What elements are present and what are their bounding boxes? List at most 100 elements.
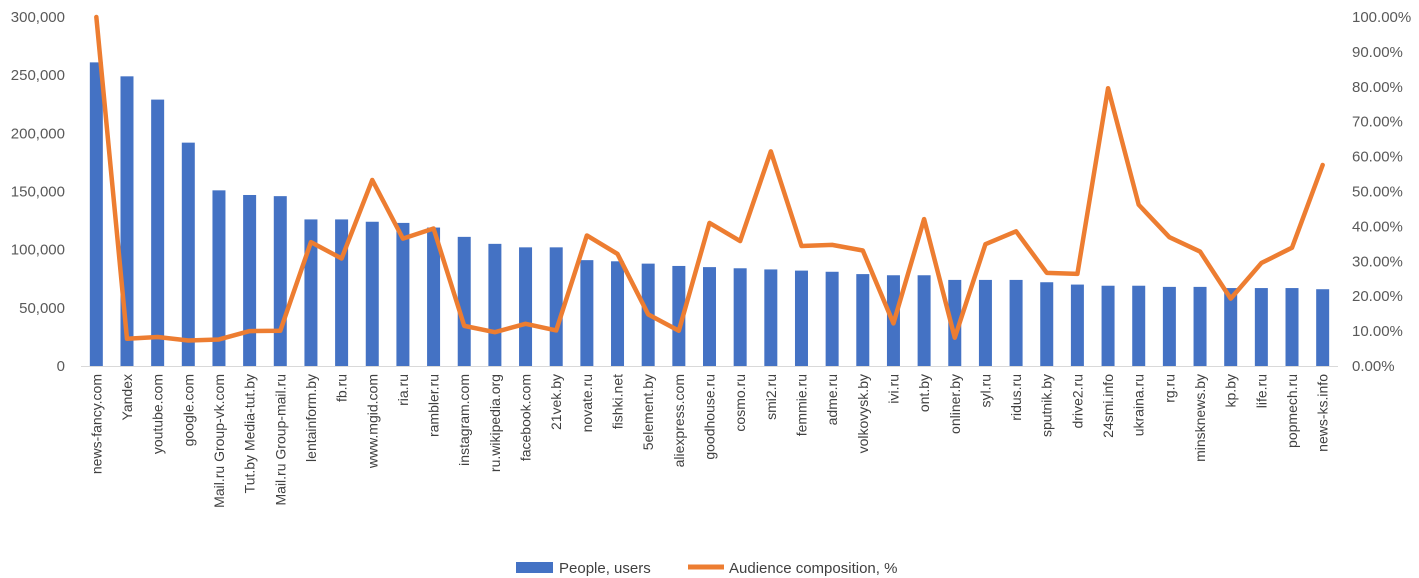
bar-adme-ru	[825, 271, 839, 366]
category-label: youtube.com	[150, 374, 166, 454]
bar-sputnik-by	[1040, 282, 1054, 366]
left-axis-tick-label: 300,000	[11, 9, 65, 26]
category-label: onliner.by	[947, 374, 963, 434]
left-axis-tick-label: 100,000	[11, 242, 65, 259]
line-series-audience-composition	[94, 14, 1325, 343]
category-label: goodhouse.ru	[702, 374, 718, 460]
bar-ukraina-ru	[1132, 285, 1146, 366]
bar-mail-ru-group-vk-com	[212, 190, 226, 366]
right-axis-tick-label: 90.00%	[1352, 44, 1403, 61]
right-axis: 0.00% 10.00% 20.00% 30.00% 40.00% 50.00% 60.00…	[1352, 9, 1411, 375]
right-axis-tick-label: 10.00%	[1352, 323, 1403, 340]
left-axis-tick-label: 250,000	[11, 67, 65, 84]
bar-news-ks-info	[1316, 289, 1330, 366]
category-labels: news-fancy.com Yandex youtube.com google.co…	[88, 374, 1330, 508]
category-label: life.ru	[1253, 374, 1269, 408]
category-label: fishki.net	[610, 374, 626, 429]
bar-google-com	[181, 142, 195, 366]
category-label: minsknews.by	[1192, 374, 1208, 462]
bar-tut-by-media-tut-by	[243, 194, 257, 366]
bar-ria-ru	[396, 222, 410, 366]
category-label: ont.by	[916, 374, 932, 412]
category-label: www.mgid.com	[364, 374, 380, 469]
category-label: ria.ru	[395, 374, 411, 406]
category-label: cosmo.ru	[732, 374, 748, 432]
left-axis: 0 50,000 100,000 150,000 200,000 250,000 300,0…	[11, 9, 65, 375]
bar-news-fancy-com	[89, 62, 103, 367]
category-label: smi2.ru	[763, 374, 779, 420]
left-axis-tick-label: 150,000	[11, 184, 65, 201]
bar-onliner-by	[948, 279, 962, 366]
category-label: popmech.ru	[1284, 374, 1300, 448]
right-axis-tick-label: 30.00%	[1352, 253, 1403, 270]
category-label: Tut.by Media-tut.by	[242, 374, 258, 493]
category-label: news-ks.info	[1315, 374, 1331, 452]
bar-smi2-ru	[764, 269, 778, 366]
legend-label-people-users: People, users	[559, 560, 651, 577]
right-axis-tick-label: 40.00%	[1352, 218, 1403, 235]
bar-series-people-users	[89, 62, 1330, 367]
bar-syl-ru	[978, 279, 992, 366]
bar-aliexpress-com	[672, 265, 686, 366]
bar-ont-by	[917, 275, 931, 366]
category-label: 21vek.by	[548, 374, 564, 430]
right-axis-tick-label: 100.00%	[1352, 9, 1411, 26]
right-axis-tick-label: 50.00%	[1352, 184, 1403, 201]
category-label: drive2.ru	[1069, 374, 1085, 428]
bar-rambler-ru	[427, 227, 441, 366]
category-label: rg.ru	[1161, 374, 1177, 403]
bar-mail-ru-group-mail-ru	[273, 196, 287, 366]
bar-ridus-ru	[1009, 279, 1023, 366]
right-axis-tick-label: 80.00%	[1352, 79, 1403, 96]
bar-volkovysk-by	[856, 274, 870, 366]
category-label: rambler.ru	[426, 374, 442, 437]
category-label: ukraina.ru	[1131, 374, 1147, 436]
right-axis-tick-label: 70.00%	[1352, 114, 1403, 131]
bar-instagram-com	[457, 236, 471, 366]
category-label: ridus.ru	[1008, 374, 1024, 421]
legend: People, users Audience composition, %	[516, 560, 897, 577]
category-label: aliexpress.com	[671, 374, 687, 467]
bar-minsknews-by	[1193, 286, 1207, 366]
bar-ru-wikipedia-org	[488, 243, 502, 366]
category-label: femmie.ru	[793, 374, 809, 436]
bar-facebook-com	[519, 247, 533, 366]
bar-fishki-net	[611, 261, 625, 366]
bar-drive2-ru	[1070, 284, 1084, 366]
category-label: 5element.by	[640, 374, 656, 450]
bar-rg-ru	[1162, 286, 1176, 366]
category-label: volkovysk.by	[855, 374, 871, 453]
bar-novate-ru	[580, 260, 594, 366]
category-label: sputnik.by	[1039, 374, 1055, 437]
bar-life-ru	[1254, 288, 1268, 366]
bar-youtube-com	[151, 99, 165, 366]
category-label: novate.ru	[579, 374, 595, 432]
category-label: google.com	[180, 374, 196, 446]
left-axis-tick-label: 200,000	[11, 125, 65, 142]
right-axis-tick-label: 60.00%	[1352, 149, 1403, 166]
category-label: 24smi.info	[1100, 374, 1116, 438]
category-label: Mail.ru Group-vk.com	[211, 374, 227, 508]
bar-24smi-info	[1101, 285, 1115, 366]
left-axis-tick-label: 0	[57, 358, 65, 375]
category-label: syl.ru	[977, 374, 993, 407]
category-label: Yandex	[119, 374, 135, 420]
right-axis-tick-label: 20.00%	[1352, 288, 1403, 305]
left-axis-tick-label: 50,000	[19, 300, 65, 317]
bar-popmech-ru	[1285, 288, 1299, 366]
category-label: news-fancy.com	[88, 374, 104, 474]
legend-label-audience-composition: Audience composition, %	[729, 560, 897, 577]
bar-kp-by	[1224, 288, 1238, 366]
legend-swatch-people-users	[516, 562, 553, 573]
bar-21vek-by	[549, 247, 563, 366]
category-label: lentainform.by	[303, 374, 319, 462]
bar-goodhouse-ru	[703, 267, 716, 366]
bar-cosmo-ru	[733, 268, 747, 366]
category-label: adme.ru	[824, 374, 840, 425]
right-axis-tick-label: 0.00%	[1352, 358, 1395, 375]
category-label: kp.by	[1223, 374, 1239, 407]
bar-www-mgid-com	[365, 221, 379, 366]
category-label: ru.wikipedia.org	[487, 374, 503, 472]
bar-femmie-ru	[794, 270, 808, 366]
